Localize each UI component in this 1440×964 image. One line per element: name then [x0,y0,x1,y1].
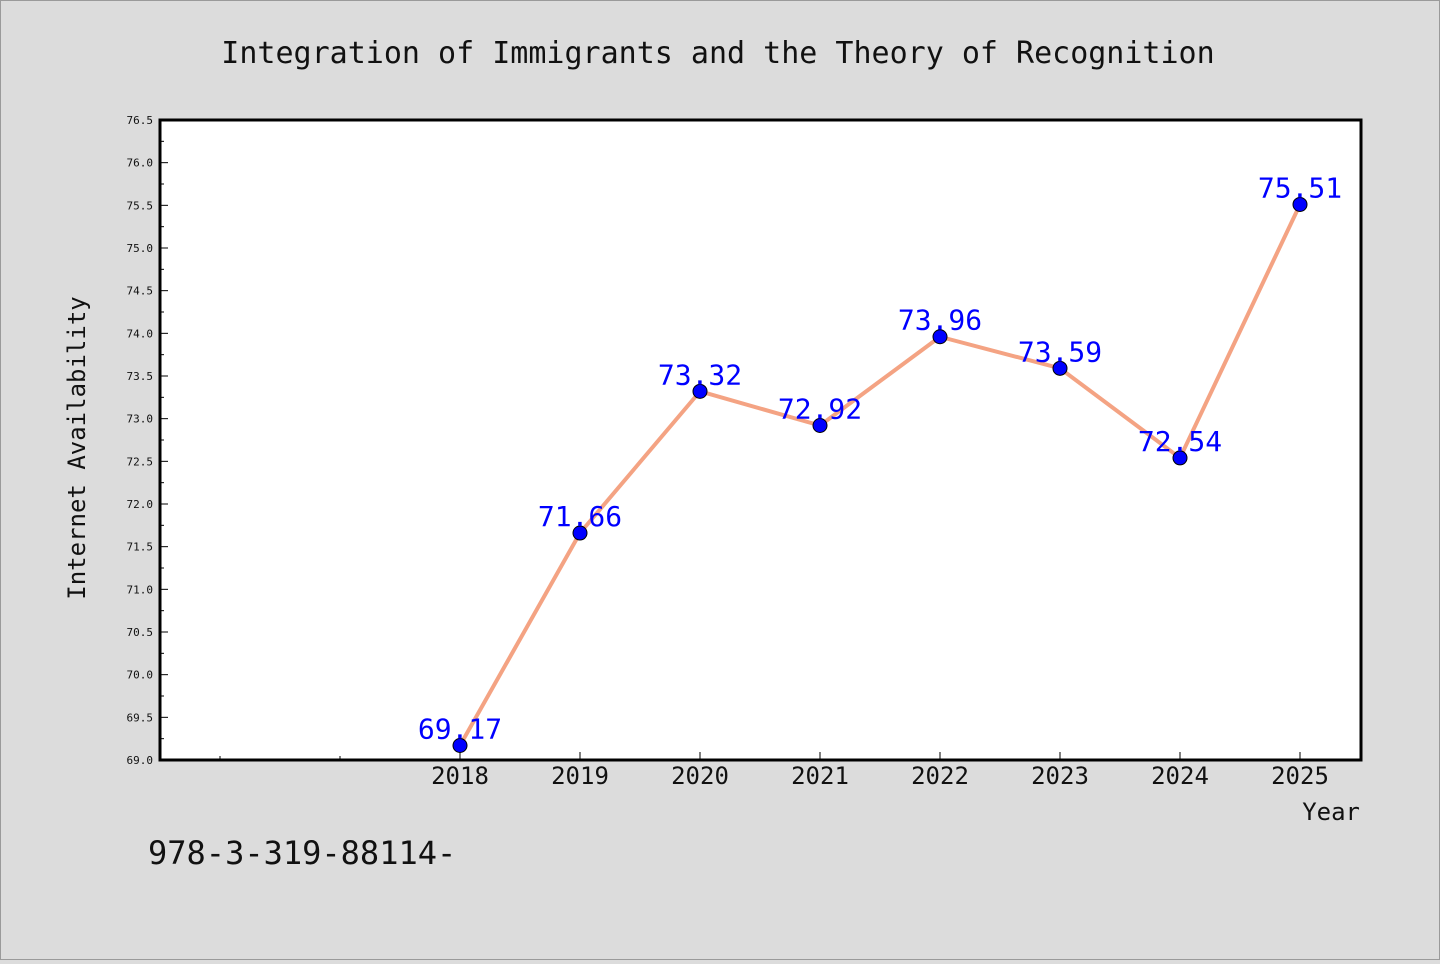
y-tick-label: 75.0 [127,242,154,255]
x-tick-label: 2025 [1271,762,1329,790]
y-tick-label: 73.5 [127,370,154,383]
x-tick-label: 2021 [791,762,849,790]
footer-code: 978-3-319-88114- [148,834,456,872]
y-tick-label: 74.5 [127,285,154,298]
y-tick-label: 75.5 [127,199,154,212]
data-point [692,383,708,399]
y-tick-label: 70.5 [127,626,154,639]
y-tick-label: 72.5 [127,455,154,468]
y-tick-label: 72.0 [127,498,154,511]
data-point [1292,196,1308,212]
plot-area [158,118,1363,762]
x-tick-label: 2024 [1151,762,1209,790]
y-axis-label: Internet Availability [63,296,91,599]
x-tick-label: 2019 [551,762,609,790]
data-label: 73.96 [898,304,982,337]
x-tick-label: 2020 [671,762,729,790]
y-tick-label: 76.0 [127,157,154,170]
data-point [1052,360,1068,376]
y-tick-label: 76.5 [127,114,154,127]
data-point [452,737,468,753]
series-line [458,202,1302,748]
data-label: 72.92 [778,392,862,425]
y-tick-label: 70.0 [127,669,154,682]
y-tick-label: 73.0 [127,413,154,426]
data-label: 72.54 [1138,425,1222,458]
y-tick-label: 71.0 [127,583,154,596]
y-axis: 69.0 69.5 70.0 70.5 71.0 71.5 72.0 72.5 73.0 73.5… [127,114,168,767]
data-label: 73.59 [1018,335,1102,368]
data-point [572,525,588,541]
data-point [812,417,828,433]
data-label: 75.51 [1258,171,1342,204]
x-tick-label: 2018 [431,762,489,790]
x-tick-label: 2022 [911,762,969,790]
data-label: 73.32 [658,358,742,391]
series-group: 69.17 71.66 73.32 72.92 73.96 73.59 72.54 75.51 [418,171,1342,753]
chart-title: Integration of Immigrants and the Theory… [221,36,1214,71]
y-tick-label: 74.0 [127,327,154,340]
x-axis: 2018 2019 2020 2021 2022 2023 2024 2025 [219,752,1329,790]
data-label: 69.17 [418,712,502,745]
x-tick-label: 2023 [1031,762,1089,790]
y-tick-label: 69.5 [127,711,154,724]
x-axis-label: Year [1302,798,1360,826]
y-tick-label: 69.0 [127,754,154,767]
data-label: 71.66 [538,500,622,533]
y-tick-label: 71.5 [127,541,154,554]
data-point [1172,450,1188,466]
data-point [932,329,948,345]
